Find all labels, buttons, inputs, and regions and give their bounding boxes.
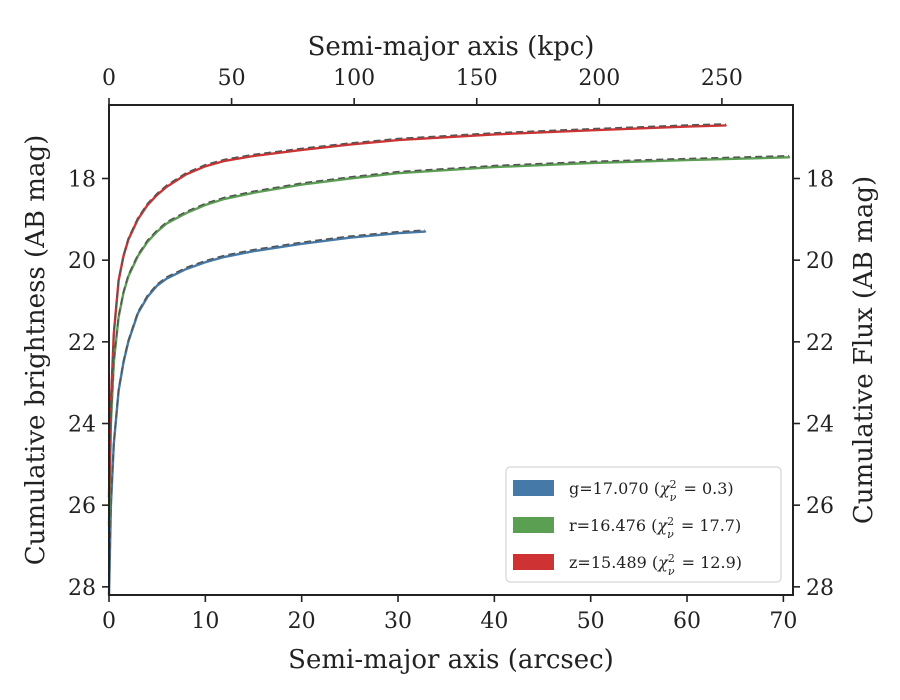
x2-tick-label: 100 xyxy=(333,66,375,91)
legend-swatch-r xyxy=(513,517,554,533)
x2-tick-label: 250 xyxy=(701,66,743,91)
legend-box xyxy=(505,466,782,583)
x-tick-label: 60 xyxy=(673,609,701,634)
legend-label-r: r=16.476 (χ2 ν = 17.7) xyxy=(569,515,741,541)
y-tick-label: 22 xyxy=(68,331,96,356)
x-tick-label: 50 xyxy=(577,609,605,634)
y2-tick-label: 28 xyxy=(806,576,834,601)
series-g-model-line xyxy=(108,229,426,594)
series-z-line xyxy=(107,124,727,499)
legend-label-z: z=15.489 (χ2 ν = 12.9) xyxy=(569,552,742,578)
legend-label-g: g=17.070 (χ2 ν = 0.3) xyxy=(569,478,734,504)
x-tick-label: 30 xyxy=(384,609,412,634)
series-layer xyxy=(107,123,791,597)
x-tick-label: 20 xyxy=(288,609,316,634)
series-z-model-line xyxy=(108,123,726,496)
y-tick-label: 18 xyxy=(68,168,96,193)
legend-swatch-g xyxy=(513,480,554,496)
x-tick-label: 0 xyxy=(102,609,116,634)
series-r-model-line xyxy=(108,155,790,525)
x2-tick-label: 150 xyxy=(456,66,498,91)
y-axis-title: Cumulative brightness (AB mag) xyxy=(21,135,51,566)
x2-axis-title: Semi-major axis (kpc) xyxy=(308,32,595,62)
y2-axis-title: Cumulative Flux (AB mag) xyxy=(849,176,879,524)
series-g-line xyxy=(107,230,427,597)
y-tick-label: 26 xyxy=(68,494,96,519)
y2-tick-label: 24 xyxy=(806,413,834,438)
y-tick-label: 20 xyxy=(68,249,96,274)
y-tick-label: 28 xyxy=(68,576,96,601)
y-tick-label: 24 xyxy=(68,413,96,438)
legend-swatch-z xyxy=(513,554,554,570)
x-tick-label: 70 xyxy=(769,609,797,634)
y2-tick-label: 26 xyxy=(806,494,834,519)
x2-tick-label: 200 xyxy=(578,66,620,91)
x2-tick-label: 50 xyxy=(218,66,246,91)
x2-tick-label: 0 xyxy=(102,66,116,91)
y2-tick-label: 22 xyxy=(806,331,834,356)
axes-layer: 0 10 20 30 40 50 60 70 0 50 100 150 200 250 18 20 22 24 26… xyxy=(21,32,879,675)
y2-tick-label: 18 xyxy=(806,168,834,193)
plot-frame xyxy=(108,104,794,596)
x-axis-title: Semi-major axis (arcsec) xyxy=(288,645,614,675)
y2-tick-label: 20 xyxy=(806,249,834,274)
x-tick-label: 10 xyxy=(191,609,219,634)
x-tick-label: 40 xyxy=(480,609,508,634)
legend: g=17.070 (χ2 ν = 0.3) r=16.476 (χ2 ν = 17.7… xyxy=(505,466,782,583)
